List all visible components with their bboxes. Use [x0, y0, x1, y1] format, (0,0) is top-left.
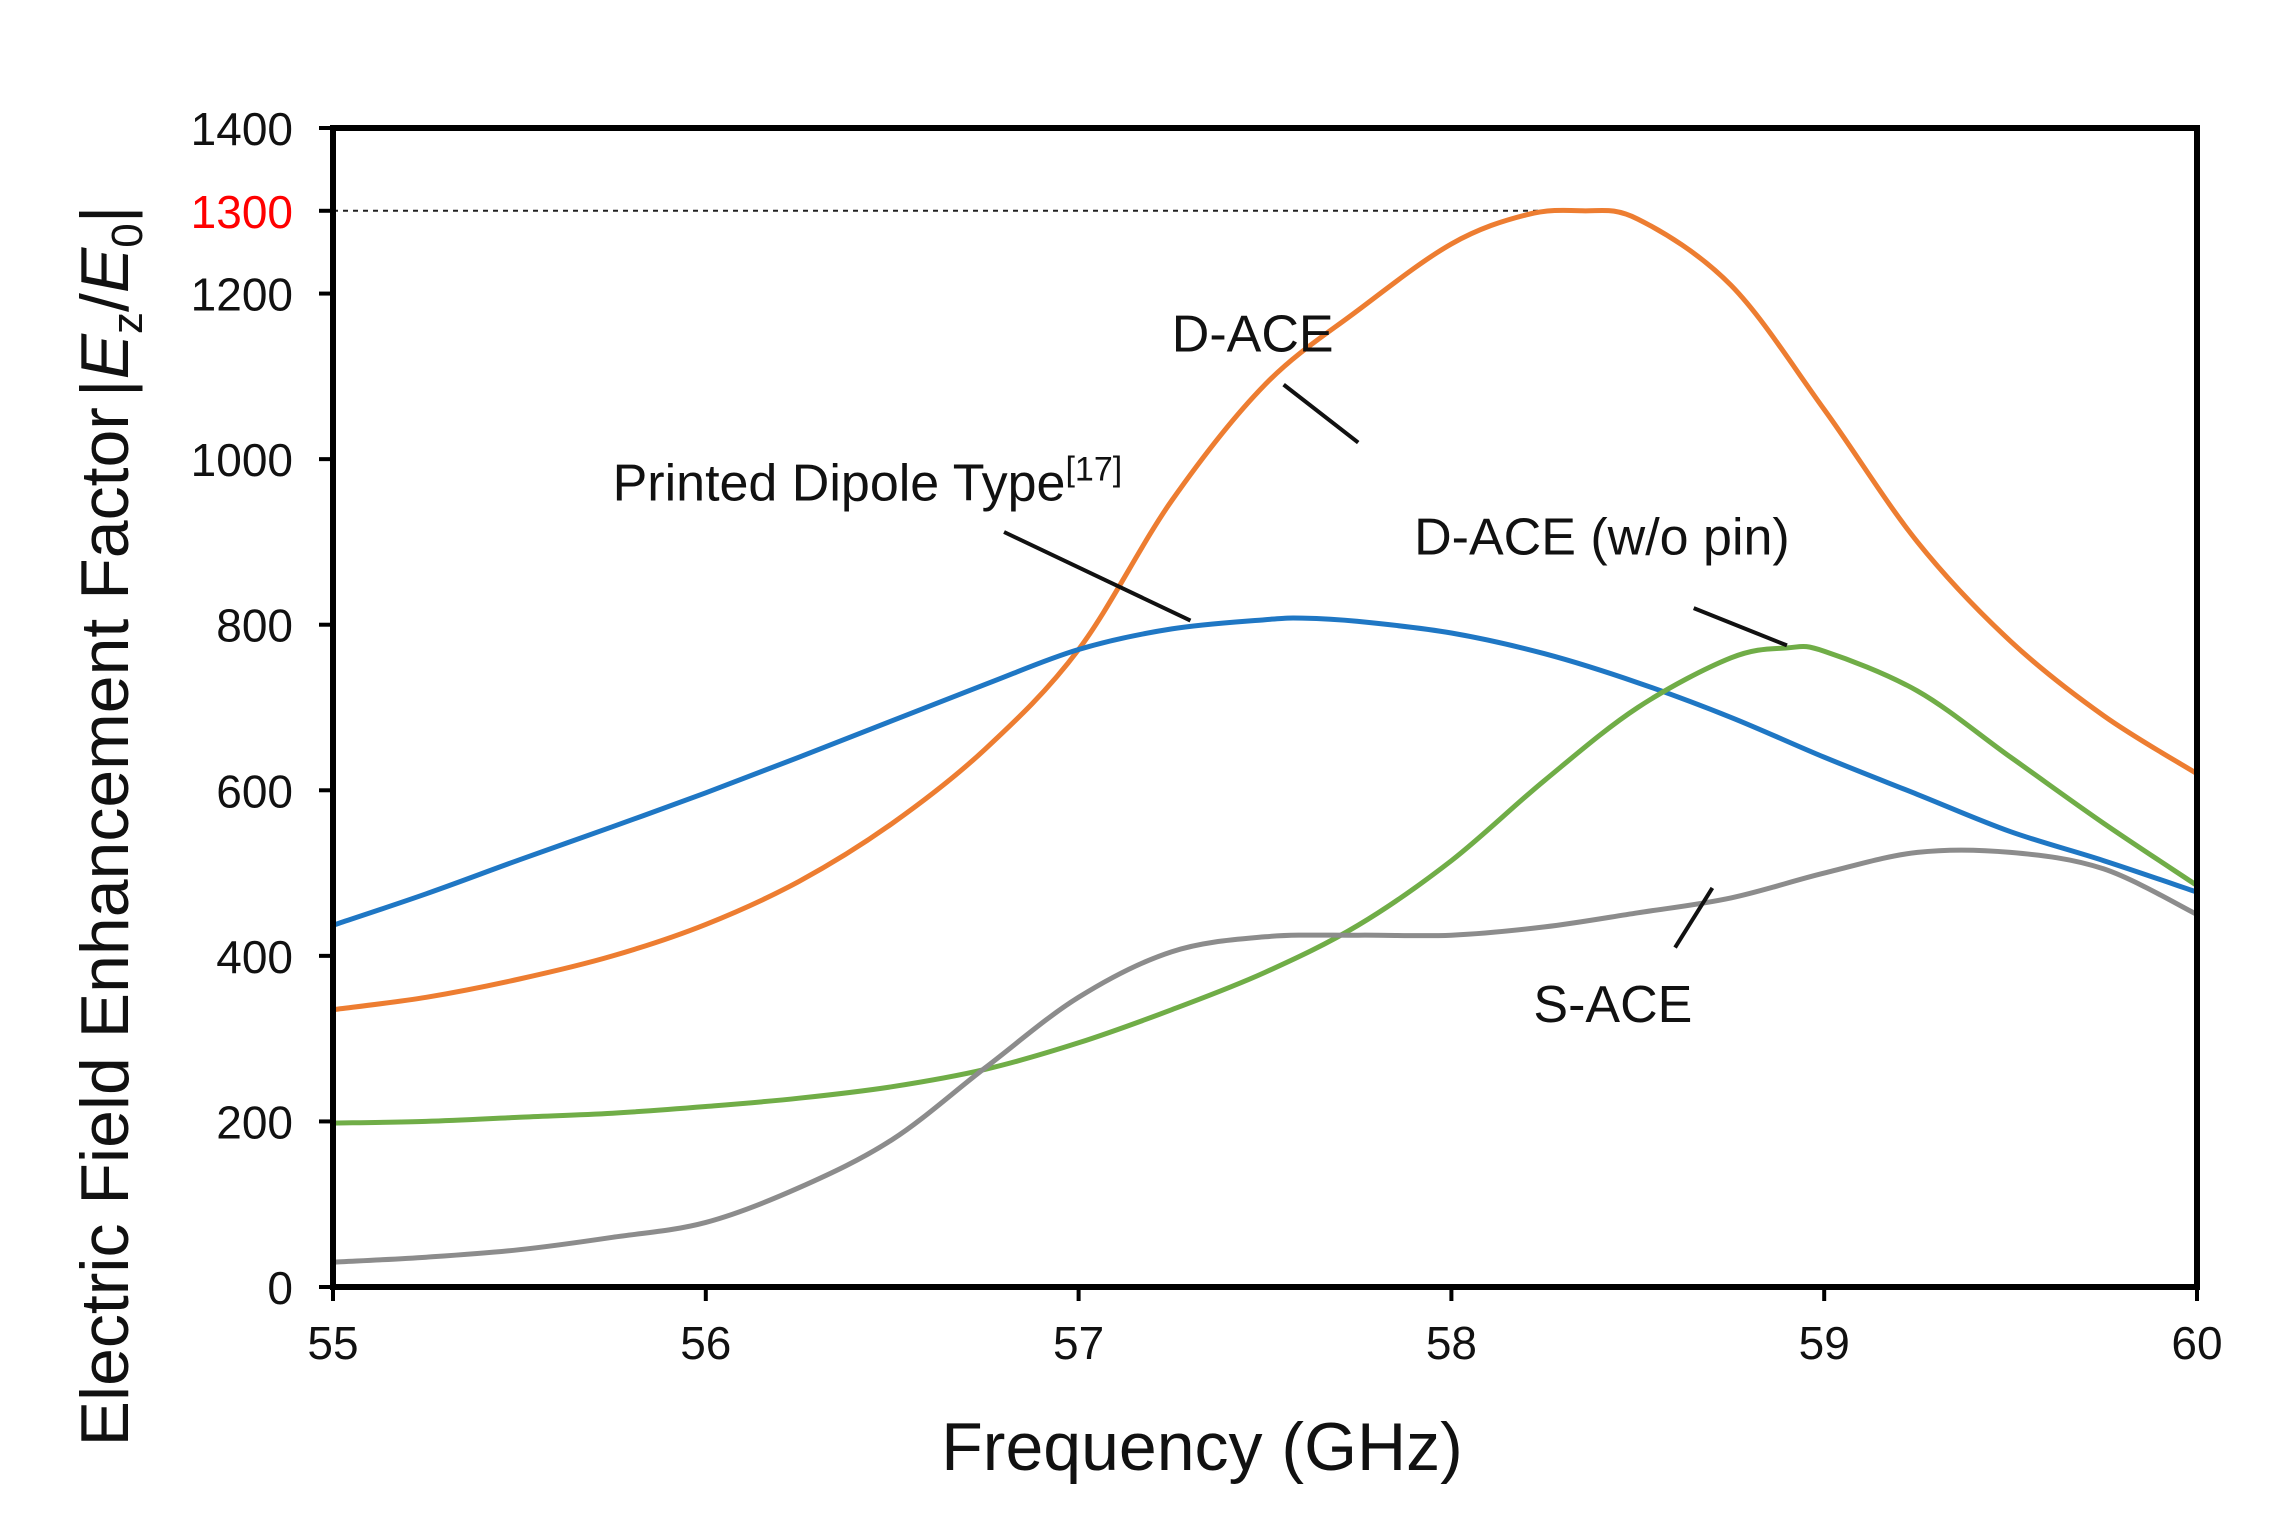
x-tick-label: 58 — [1426, 1317, 1477, 1369]
series-line-printed-dipole-type — [330, 615, 2200, 928]
series-line-d-ace-w-o-pin — [330, 643, 2200, 1126]
annotation-label-d-ace-w-o-pin: D-ACE (w/o pin) — [1414, 508, 1790, 566]
plot-area: 0 200 400 600 800 1000 1200 1400 1300 55 56 57 58 59 6… — [191, 103, 2223, 1369]
annotation-label-s-ace: S-ACE — [1533, 976, 1692, 1034]
y-tick-label: 1200 — [191, 269, 293, 321]
y-axis-label-0: 0 — [103, 223, 152, 247]
y-axis-label-E0: E — [67, 247, 143, 293]
y-axis-label-bar-left: | — [67, 379, 143, 397]
annotation-leader-s-ace — [1673, 886, 1715, 949]
y-tick-label: 600 — [216, 765, 293, 817]
y-axis-label-slash: / — [67, 293, 143, 312]
y-tick-label: 200 — [216, 1096, 293, 1148]
y-tick-label: 800 — [216, 600, 293, 652]
series-line-d-ace — [330, 207, 2200, 1013]
x-tick-label: 59 — [1799, 1317, 1850, 1369]
y-axis-label-E: E — [67, 333, 143, 379]
annotation-label-printed-dipole-type: Printed Dipole Type[17] — [613, 451, 1123, 513]
x-tick-label: 55 — [307, 1317, 358, 1369]
annotation-leader-d-ace — [1282, 383, 1360, 445]
y-axis-label-bar-right: | — [67, 206, 143, 224]
y-tick-label: 1000 — [191, 434, 293, 486]
annotation-leader-d-ace-w-o-pin — [1692, 606, 1788, 648]
x-tick-label: 56 — [680, 1317, 731, 1369]
x-axis-label: Frequency (GHz) — [941, 1409, 1462, 1485]
annotation-leader-printed-dipole-type — [1003, 530, 1192, 623]
plot-frame — [330, 125, 2200, 1290]
y-axis-label-z: z — [103, 312, 152, 334]
x-tick-label: 57 — [1053, 1317, 1104, 1369]
series-line-s-ace — [330, 847, 2200, 1265]
y-axis-label: Electric Field Enhancement Factor|Ez/E0| — [67, 206, 152, 1447]
highlight-label: 1300 — [191, 186, 293, 238]
annotation-label-d-ace: D-ACE — [1172, 306, 1334, 364]
y-axis-label-text: Electric Field Enhancement Factor — [67, 407, 143, 1446]
x-tick-label: 60 — [2171, 1317, 2222, 1369]
y-tick-label: 1400 — [191, 103, 293, 155]
y-tick-label: 400 — [216, 931, 293, 983]
y-tick-label: 0 — [267, 1262, 293, 1314]
